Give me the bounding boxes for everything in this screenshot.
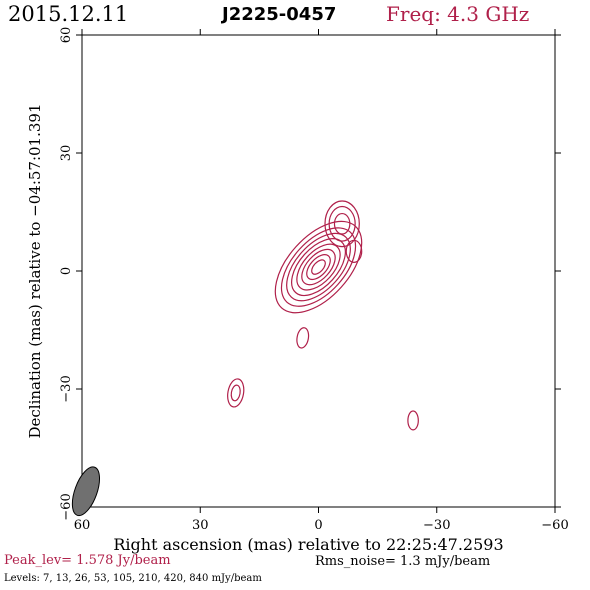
- y-tick-label: −60: [59, 493, 74, 520]
- x-tick-label: −60: [541, 518, 568, 533]
- contour-blob-southeast-7: [227, 378, 245, 408]
- x-tick-label: 30: [192, 518, 209, 533]
- y-axis-label: Declination (mas) relative to −04:57:01.…: [26, 103, 44, 438]
- contour-blob-south-7: [296, 327, 310, 349]
- y-tick-label: 60: [59, 27, 74, 44]
- beam-ellipse: [71, 466, 101, 517]
- contour-core-13: [280, 227, 357, 307]
- contour-jet-tail-7: [345, 239, 363, 263]
- y-tick-label: 0: [59, 267, 74, 275]
- x-tick-label: 0: [314, 518, 322, 533]
- contour-jet-knot-26: [333, 212, 351, 235]
- contour-core-210: [301, 248, 336, 286]
- contour-core-420: [306, 254, 331, 281]
- contour-jet-knot-13: [328, 205, 356, 242]
- contour-jet-knot-7: [324, 200, 360, 248]
- observation-date: 2015.12.11: [8, 2, 129, 26]
- plot-frame: [81, 34, 556, 508]
- contour-core-840: [311, 259, 326, 275]
- contour-core-105: [296, 243, 341, 291]
- y-tick-label: 30: [59, 145, 74, 162]
- peak-level: Peak_lev= 1.578 Jy/beam: [4, 553, 171, 568]
- contour-core-26: [286, 232, 351, 302]
- x-axis-label: Right ascension (mas) relative to 22:25:…: [113, 535, 503, 554]
- contour-blob-southeast-13: [230, 384, 241, 402]
- rms-noise: Rms_noise= 1.3 mJy/beam: [315, 554, 491, 569]
- x-tick-label: 60: [74, 518, 91, 533]
- contour-levels: Levels: 7, 13, 26, 53, 105, 210, 420, 84…: [4, 573, 262, 584]
- contour-core-7: [274, 220, 363, 314]
- y-tick-label: −30: [59, 375, 74, 402]
- contour-blob-southwest-7: [407, 410, 419, 431]
- x-tick-label: −30: [423, 518, 450, 533]
- frequency-label: Freq: 4.3 GHz: [386, 2, 530, 26]
- source-name: J2225-0457: [222, 4, 337, 25]
